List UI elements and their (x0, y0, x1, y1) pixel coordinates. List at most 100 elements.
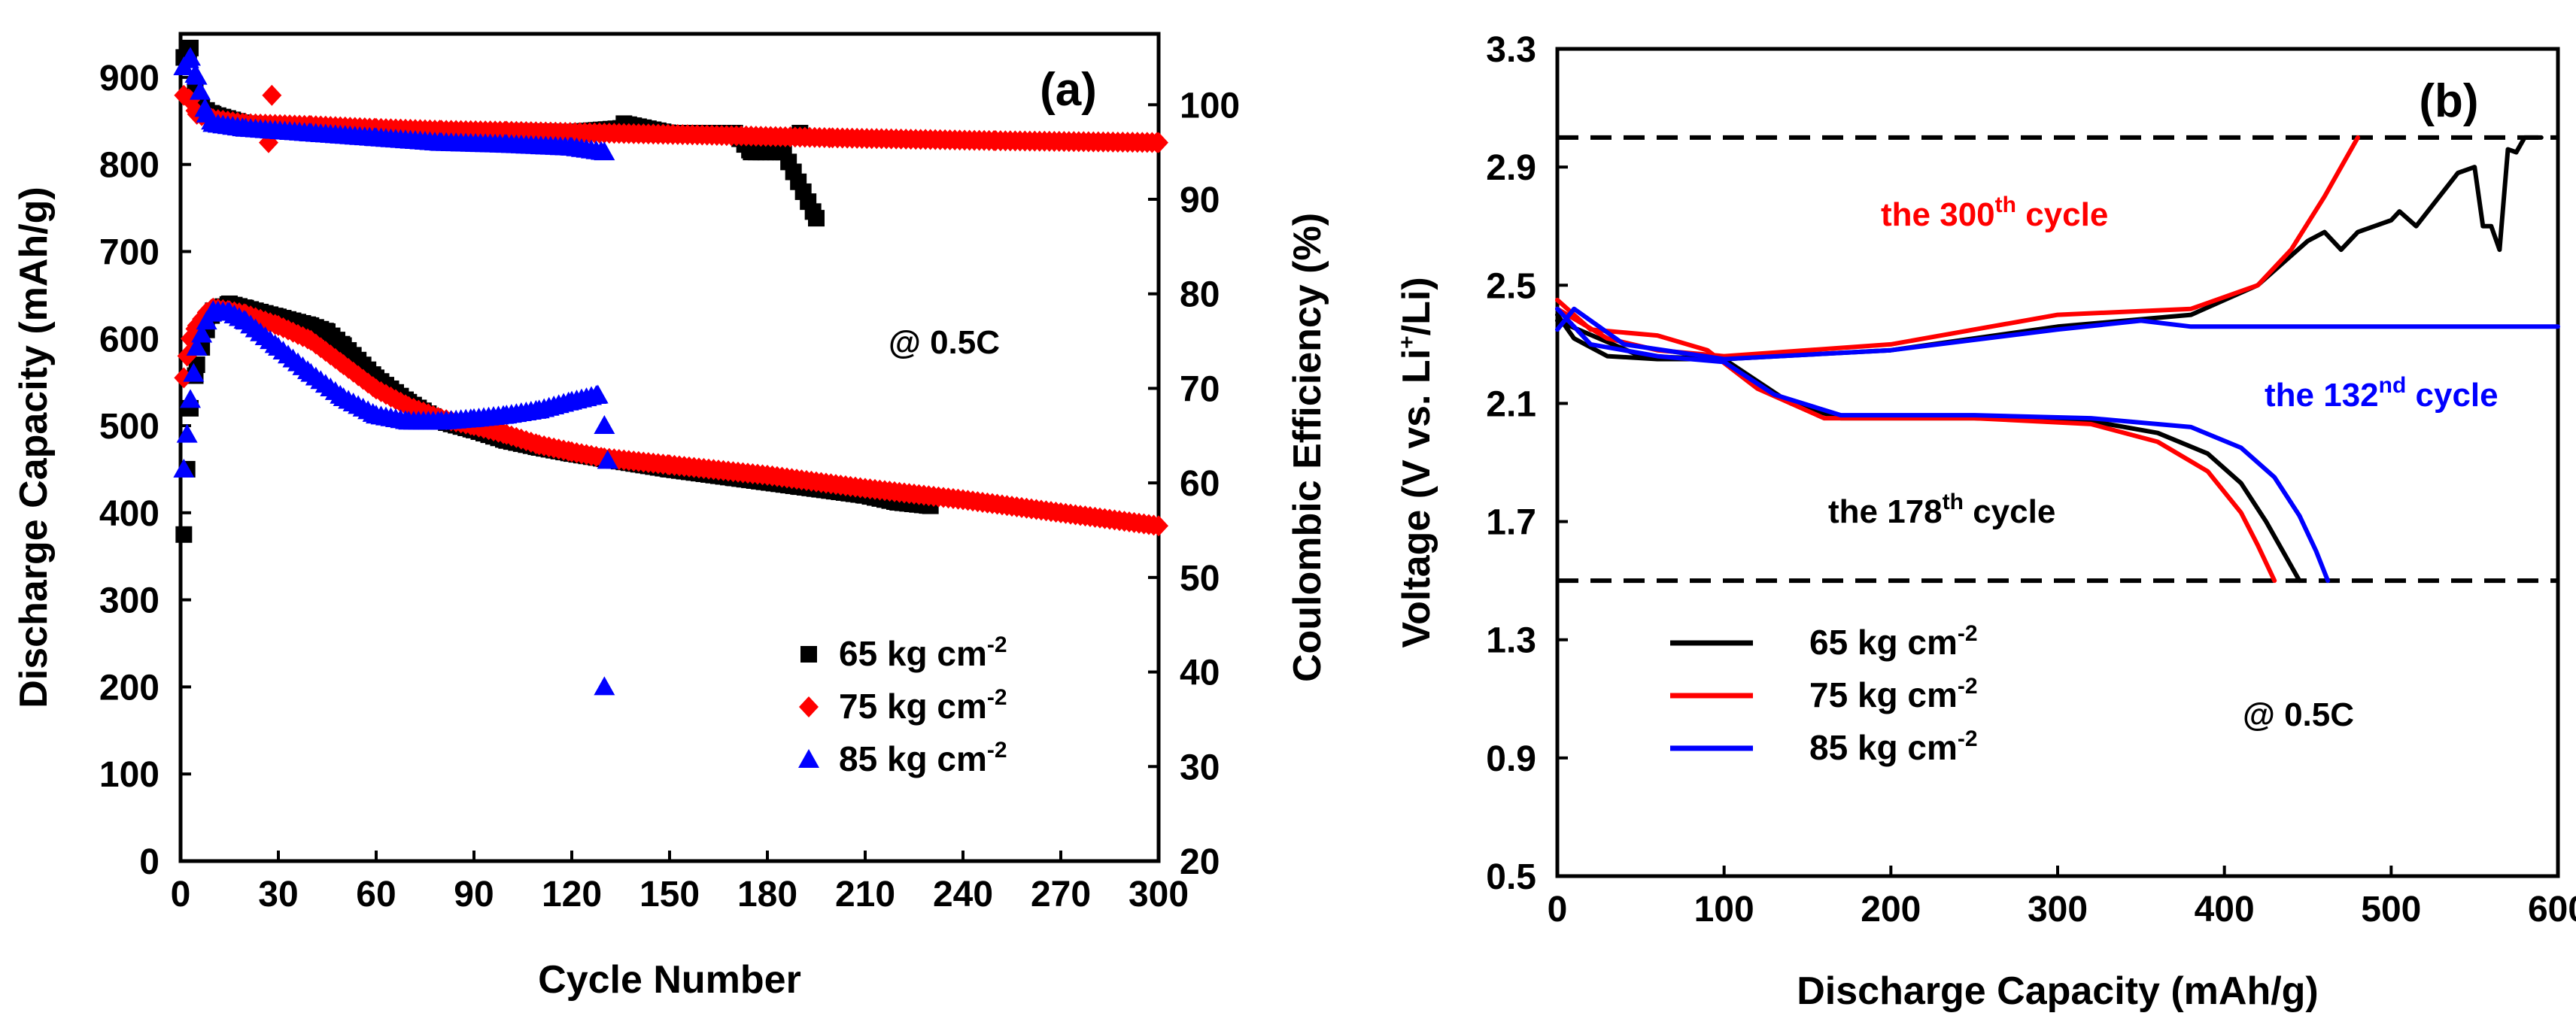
chart-b-ytick-label-2.1: 2.1 (1486, 384, 1536, 424)
chart-b-legend-label-1: 75 kg cm-2 (1809, 674, 1978, 714)
chart-a-ytick-label-800: 800 (99, 146, 159, 186)
chart-b-ytick-label-3.3: 3.3 (1486, 30, 1536, 70)
chart-b-ylabel-part-1: + (1395, 335, 1420, 349)
chart-b-frame (1555, 47, 2560, 878)
chart-a-legend-sup-2: -2 (987, 738, 1007, 763)
chart-a-s2-capacity-outlier-0 (594, 415, 615, 435)
chart-a-s2-capacity-outlier-2 (594, 676, 615, 696)
chart-a-y2tick-label-60: 60 (1180, 464, 1220, 504)
chart-a-legend-label-0: 65 kg cm-2 (839, 632, 1007, 673)
chart-b-ticks: 0 100 200 300 400 500 600 0.5 0.9 1.3 1.7 2.1 2.5 2.9… (1486, 30, 2576, 930)
chart-a-s2-capacity-point-2 (180, 389, 201, 408)
chart-a-s2-capacity-point-92 (587, 384, 609, 404)
chart-a-xtick-label-30: 30 (258, 875, 298, 914)
chart-a-frame (178, 32, 1161, 863)
chart-a-y2tick-label-30: 30 (1180, 748, 1220, 787)
chart-b-series-2-discharge-line (1555, 306, 2331, 584)
chart-a-ticks: 0 30 60 90 120 150 180 210 240 270 300 0 100 200 300 40… (99, 59, 1240, 914)
chart-a-panel-label: (a) (1040, 64, 1097, 116)
chart-b-ytick-label-0.5: 0.5 (1486, 857, 1536, 897)
chart-b-annotation: @ 0.5C (2243, 696, 2354, 733)
chart-a-xtick-label-120: 120 (542, 875, 602, 914)
chart-b-ylabel-part-0: Voltage (V vs. Li (1395, 349, 1438, 648)
chart-a-xtick-label-150: 150 (639, 875, 700, 914)
chart-a-s2-efficiency-point-92 (594, 141, 615, 161)
chart-b-legend-name-0: 65 kg cm (1809, 623, 1958, 662)
chart-b-legend-name-1: 75 kg cm (1809, 675, 1958, 714)
chart-b-cycle-label-1-part-2: cycle (2406, 377, 2498, 414)
chart-a-y2tick-label-70: 70 (1180, 369, 1220, 409)
chart-b-cycle-label-1: the 132nd cycle (2265, 373, 2499, 414)
chart-a-s2-efficiency-point-4 (190, 80, 211, 100)
chart-a-ytick-label-500: 500 (99, 407, 159, 447)
chart-a-y2tick-label-20: 20 (1180, 842, 1220, 882)
chart-a-y2tick-label-100: 100 (1180, 86, 1240, 126)
chart-b-legend-sup-2: -2 (1958, 726, 1978, 751)
chart-b-xtick-label-400: 400 (2195, 890, 2255, 930)
chart-a-legend-marker-65-kg-cm-0 (800, 646, 817, 663)
chart-a-s0-capacity-point-0 (175, 526, 193, 543)
chart-a-s2-capacity-point-5 (191, 323, 213, 343)
chart-a-legend-name-0: 65 kg cm (839, 634, 987, 673)
chart-a-legend-name-2: 85 kg cm (839, 739, 987, 778)
chart-b-legend: 65 kg cm-275 kg cm-285 kg cm-2 (1670, 621, 1978, 767)
chart-a-ytick-label-200: 200 (99, 668, 159, 708)
chart-b-legend-sup-0: -2 (1958, 621, 1978, 646)
chart-b-xtick-label-0: 0 (1548, 890, 1568, 930)
chart-a-xlabel: Cycle Number (538, 958, 801, 1002)
chart-b-legend-label-2: 85 kg cm-2 (1809, 726, 1978, 767)
chart-a-xtick-label-210: 210 (835, 875, 895, 914)
chart-a-s2-efficiency-outlier-0 (186, 65, 208, 85)
chart-a-ylabel: Discharge Capacity (mAh/g) (12, 187, 56, 708)
chart-a-legend-sup-1: -2 (987, 685, 1007, 710)
chart-b-ylabel-part-2: /Li) (1395, 277, 1438, 335)
chart-b-ytick-label-1.7: 1.7 (1486, 503, 1536, 543)
chart-b-cycle-label-1-part-1: nd (2379, 373, 2407, 398)
chart-a-legend-label-2: 85 kg cm-2 (839, 738, 1007, 778)
chart-b-xtick-label-600: 600 (2528, 890, 2576, 930)
chart-a-y2tick-label-90: 90 (1180, 180, 1220, 220)
chart-a-y2tick-label-50: 50 (1180, 559, 1220, 599)
chart-a-legend-label-1: 75 kg cm-2 (839, 685, 1007, 726)
chart-b-legend-label-0: 65 kg cm-2 (1809, 621, 1978, 662)
chart-b-ytick-label-2.9: 2.9 (1486, 148, 1536, 188)
chart-a-ytick-label-900: 900 (99, 59, 159, 99)
chart-a-xtick-label-300: 300 (1129, 875, 1189, 914)
chart-b-marks (1555, 135, 2560, 584)
chart-b-xlabel: Discharge Capacity (mAh/g) (1797, 969, 2319, 1013)
chart-a-xtick-label-240: 240 (933, 875, 993, 914)
chart-b-legend-sup-1: -2 (1958, 674, 1978, 699)
chart-b-cycle-label-2: the 178th cycle (1828, 490, 2055, 530)
chart-b-xtick-label-300: 300 (2028, 890, 2088, 930)
chart-a-y2tick-label-40: 40 (1180, 654, 1220, 693)
chart-a-s2-capacity-point-1 (176, 423, 198, 443)
chart-a-ytick-label-300: 300 (99, 581, 159, 621)
chart-b-cycle-label-0-part-0: the 300 (1881, 196, 1995, 233)
chart-b-xtick-label-200: 200 (1861, 890, 1921, 930)
chart-b-series-0-charge-line (1555, 135, 2544, 362)
chart-b-panel-label: (b) (2419, 75, 2478, 127)
chart-b-series-2-charge-line (1555, 306, 2560, 362)
chart-a-s1-capacity-point-207 (1149, 515, 1168, 537)
chart-b-cycle-label-1-part-0: the 132 (2265, 377, 2379, 414)
chart-a-xtick-label-90: 90 (454, 875, 494, 914)
chart-b-series-1-charge-line (1555, 135, 2360, 359)
chart-a-legend-name-1: 75 kg cm (839, 687, 987, 726)
chart-a-ytick-label-700: 700 (99, 232, 159, 272)
chart-a-annotation: @ 0.5C (889, 324, 1000, 361)
chart-a-ytick-label-400: 400 (99, 494, 159, 534)
chart-a-legend: 65 kg cm-275 kg cm-285 kg cm-2 (798, 632, 1007, 778)
chart-b-cycle-label-2-part-2: cycle (1964, 493, 2055, 530)
chart-a-ytick-label-600: 600 (99, 320, 159, 359)
chart-b-ylabel: Voltage (V vs. Li+/Li) (1395, 277, 1438, 647)
chart-b-xtick-label-100: 100 (1694, 890, 1754, 930)
chart-b-cycle-label-0-part-2: cycle (2016, 196, 2108, 233)
chart-a-xtick-label-270: 270 (1031, 875, 1091, 914)
chart-a-s1-efficiency-point-206 (1149, 132, 1168, 153)
chart-b-series-1-discharge-line (1555, 297, 2277, 584)
chart-a-s1-efficiency-outlier-1 (262, 84, 282, 106)
chart-b-series-0-discharge-line (1555, 312, 2302, 584)
chart-a-s2-capacity-point-0 (173, 458, 195, 478)
